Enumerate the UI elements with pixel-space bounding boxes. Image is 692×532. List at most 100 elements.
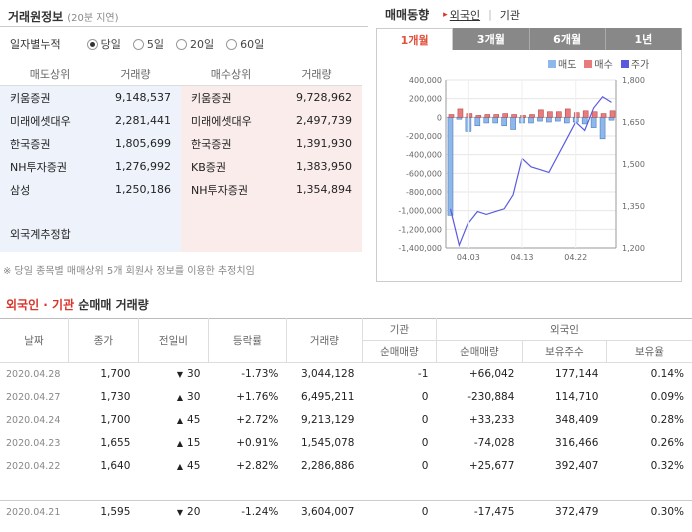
- y-left-tick-label: -400,000: [406, 151, 442, 160]
- cumulative-period-selector: 일자별누적 당일 5일 20일 60일: [10, 34, 370, 54]
- col-change: 전일비: [137, 318, 209, 363]
- sell-header: 매도상위 거래량: [0, 62, 181, 86]
- cell-rate: -1.73%: [241, 368, 279, 381]
- broker-name[interactable]: 키움증권: [191, 91, 232, 105]
- broker-name[interactable]: 미래에셋대우: [10, 114, 71, 128]
- estimate-note: ※ 당일 종목별 매매상위 5개 회원사 정보를 이용한 추정치임: [3, 266, 255, 277]
- bar-buy: [529, 114, 535, 118]
- col-inst: 기관: [361, 318, 437, 341]
- cell-rate: +2.82%: [236, 460, 279, 472]
- broker-name[interactable]: KB증권: [191, 160, 226, 174]
- cell-rate: +1.76%: [236, 391, 279, 403]
- netbuy-title-rest: 순매매 거래량: [74, 298, 149, 312]
- cell-holdings: 177,144: [554, 368, 599, 381]
- tab-1year[interactable]: 1년: [605, 28, 682, 50]
- broker-name[interactable]: 삼성: [10, 183, 31, 197]
- broker-name[interactable]: 키움증권: [10, 91, 51, 105]
- buy-header: 매수상위 거래량: [181, 62, 362, 86]
- radio-dot[interactable]: [86, 38, 98, 50]
- x-tick-label: 04.13: [511, 253, 534, 262]
- table-row: 2020.04.21 1,595 20 -1.24% 3,604,007 0 -17,475…: [0, 501, 692, 524]
- filter-foreign-link[interactable]: ▸ 외국인: [443, 7, 480, 23]
- cell-foreign-net: +66,042: [468, 368, 515, 381]
- cell-inst-net: 0: [421, 414, 429, 426]
- radio-dot[interactable]: [175, 38, 187, 50]
- cell-close: 1,700: [100, 414, 131, 426]
- bar-buy: [511, 114, 517, 118]
- col-inst-net: 순매매량: [361, 340, 437, 363]
- broker-volume: 1,805,699: [115, 137, 171, 150]
- legend-label: 주가: [630, 60, 650, 71]
- col-volume: 거래량: [285, 318, 363, 363]
- table-row: 2020.04.23 1,655 15 +0.91% 1,545,078 0 -74,028…: [0, 432, 692, 455]
- y-left-tick-label: -1,400,000: [398, 244, 442, 253]
- radio-60days[interactable]: 60일: [226, 36, 264, 52]
- divider: [0, 26, 368, 27]
- legend-sell: 매도: [548, 56, 576, 71]
- y-left-tick-label: 0: [437, 113, 442, 122]
- y-left-tick-label: 200,000: [409, 95, 442, 104]
- sell-row: 키움증권 9,148,537: [0, 86, 181, 109]
- cell-date: 2020.04.22: [6, 460, 61, 472]
- cumulative-label: 일자별누적: [10, 38, 61, 51]
- broker-name[interactable]: 한국증권: [191, 137, 232, 151]
- cell-ratio: 0.09%: [650, 391, 684, 403]
- radio-dot[interactable]: [226, 38, 238, 50]
- bar-buy: [493, 114, 500, 118]
- radio-today[interactable]: 당일: [86, 36, 121, 52]
- trend-title: 매매동향: [385, 8, 430, 22]
- bar-buy: [457, 108, 464, 118]
- bar-sell: [555, 117, 561, 122]
- y-left-tick-label: -1,000,000: [398, 207, 442, 216]
- bar-buy: [556, 111, 562, 118]
- bar-buy: [573, 112, 580, 118]
- radio-label: 60일: [240, 38, 265, 51]
- cell-change: 45: [138, 409, 208, 432]
- y-right-tick-label: 1,650: [622, 118, 645, 127]
- tab-6month[interactable]: 6개월: [529, 28, 606, 50]
- netbuy-title: 외국인 · 기관 순매매 거래량: [6, 296, 149, 313]
- cell-inst-net: 0: [421, 460, 429, 472]
- col-holdings: 보유주수: [521, 340, 607, 363]
- bar-buy: [484, 114, 491, 118]
- cell-holdings: 392,407: [554, 460, 599, 472]
- broker-name[interactable]: 미래에셋대우: [191, 114, 252, 128]
- cell-volume: 2,286,886: [300, 460, 355, 472]
- bar-sell: [492, 117, 499, 124]
- broker-name[interactable]: 한국증권: [10, 137, 51, 151]
- broker-name[interactable]: NH투자증권: [191, 183, 248, 197]
- period-tabs: 1개월 3개월 6개월 1년: [376, 28, 682, 50]
- row-separator: [0, 477, 692, 501]
- tab-3month[interactable]: 3개월: [453, 28, 530, 50]
- col-close: 종가: [67, 318, 139, 363]
- cell-volume: 3,044,128: [300, 368, 355, 381]
- col-ratio: 보유율: [605, 340, 692, 363]
- bar-buy: [564, 108, 571, 118]
- filter-foreign-label: 외국인: [449, 8, 481, 22]
- cell-close: 1,655: [100, 437, 131, 449]
- legend-buy: 매수: [584, 56, 613, 71]
- broker-header: 거래원정보 (20분 지연): [8, 6, 368, 26]
- filter-inst-link[interactable]: 기관: [499, 8, 521, 22]
- bar-sell: [483, 117, 490, 124]
- cell-close: 1,700: [100, 368, 131, 381]
- sell-vol-header: 거래량: [120, 67, 151, 81]
- radio-5days[interactable]: 5일: [132, 36, 164, 52]
- y-left-tick-label: -200,000: [406, 132, 442, 141]
- cell-volume: 6,495,211: [300, 391, 355, 403]
- cell-change: 20: [138, 501, 208, 524]
- trend-chart: 400,000 200,000 0 -200,000 -400,000 -600,000 -…: [398, 76, 645, 262]
- broker-name[interactable]: NH투자증권: [10, 160, 67, 174]
- bar-sell: [510, 117, 516, 130]
- cell-ratio: 0.14%: [650, 368, 684, 381]
- cell-change: 30: [138, 363, 208, 386]
- cell-holdings: 114,710: [554, 391, 599, 403]
- col-foreign-net: 순매매량: [435, 340, 523, 363]
- radio-label: 5일: [146, 38, 164, 51]
- cell-change: 45: [138, 455, 208, 478]
- radio-dot[interactable]: [132, 38, 144, 50]
- buy-vol-header: 거래량: [301, 67, 332, 81]
- radio-20days[interactable]: 20일: [175, 36, 214, 52]
- bar-buy: [475, 115, 482, 118]
- tab-1month[interactable]: 1개월: [376, 28, 454, 50]
